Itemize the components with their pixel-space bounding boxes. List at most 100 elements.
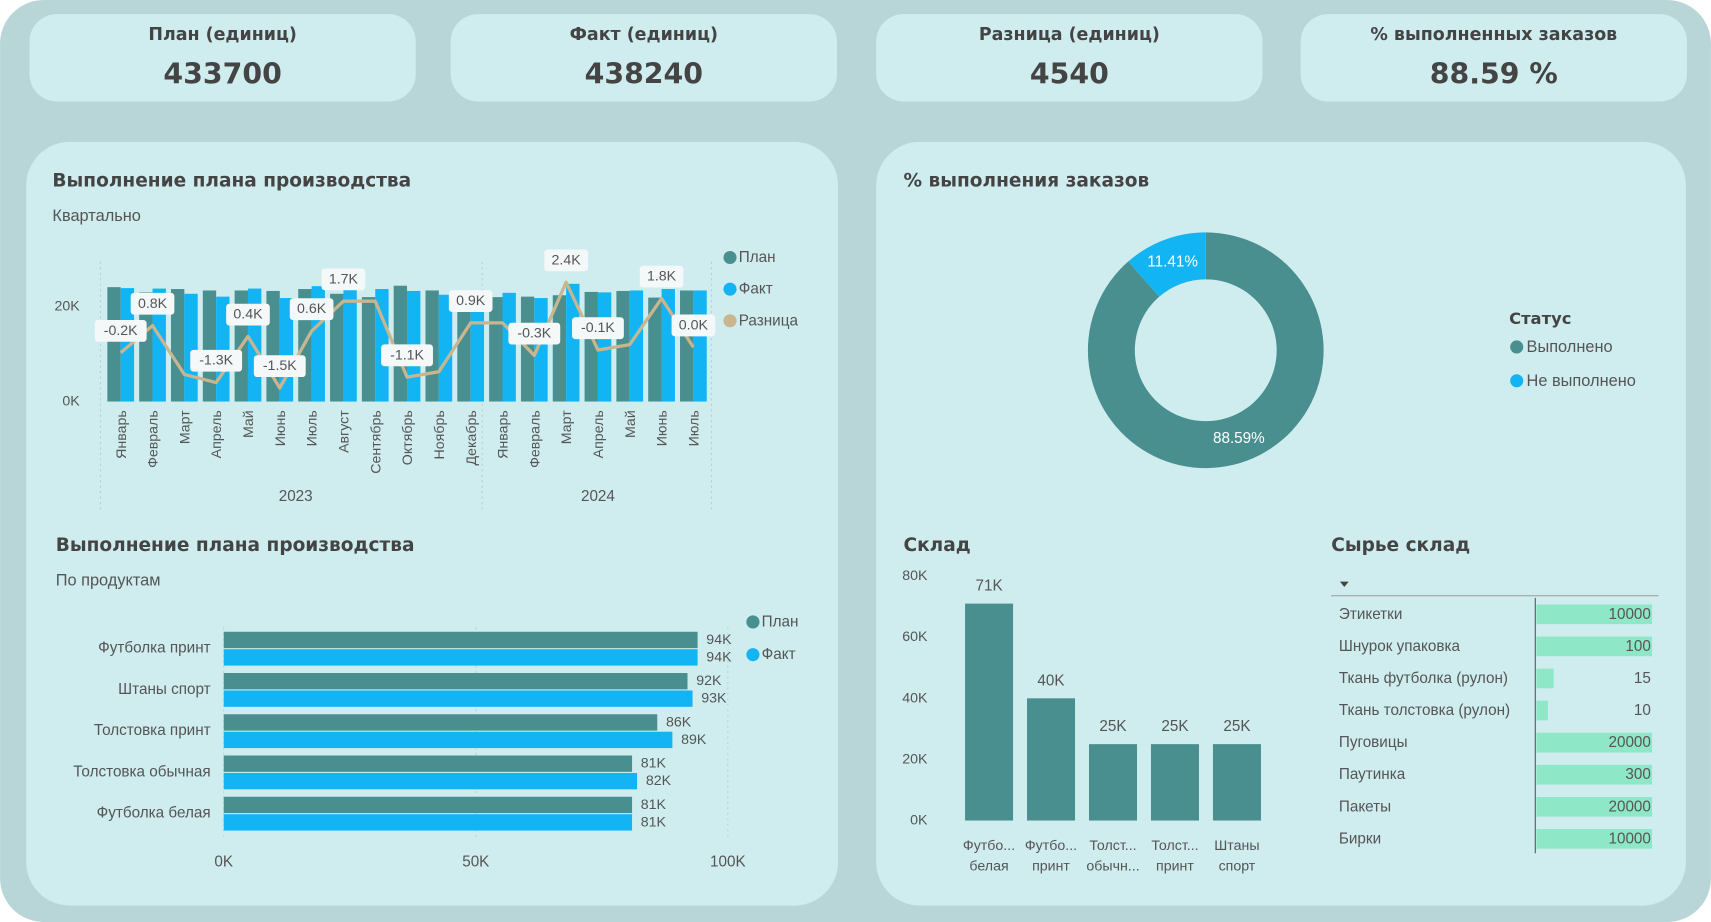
bar: [343, 285, 357, 402]
data-label: 0.9K: [456, 293, 486, 309]
donut-segment: [1128, 232, 1206, 297]
chart-title: Склад: [904, 535, 971, 556]
y-tick-label: Толстовка принт: [94, 722, 211, 739]
x-tick-label-box: Футбо... принт: [1024, 836, 1078, 874]
bar: [393, 285, 408, 402]
panel-right: [876, 141, 1686, 906]
data-bar: [1536, 732, 1653, 753]
legend-swatch: [723, 250, 737, 265]
bar: [223, 755, 633, 772]
kpi-value: 433700: [163, 58, 281, 91]
y-tick-label: 20K: [54, 299, 80, 315]
x-tick-label: Январь: [496, 410, 512, 459]
data-label: 25K: [1099, 718, 1127, 735]
chart-subtitle: По продуктам: [56, 571, 161, 589]
data-bar: [1536, 796, 1653, 817]
row-value: 20000: [1608, 734, 1650, 751]
kpi-card: [29, 14, 416, 102]
bar: [223, 631, 698, 649]
x-tick-label: Ноябрь: [432, 410, 448, 459]
row-label: Пуговицы: [1339, 734, 1408, 751]
x-tick-label: Июнь: [655, 410, 671, 446]
x-tick-label-box: Штаны спорт: [1214, 837, 1259, 874]
data-label-box: [572, 317, 624, 340]
data-label-box: [544, 249, 588, 272]
y-tick-label: Штаны спорт: [118, 681, 210, 698]
kpi-title: % выполненных заказов: [1370, 25, 1617, 45]
chart-subtitle: Квартально: [52, 207, 140, 225]
data-label-box: [226, 303, 270, 326]
bar: [152, 288, 166, 402]
data-label: 88.59%: [1213, 430, 1265, 447]
x-tick-label: Июль: [305, 410, 321, 446]
kpi-row: План (единиц) 433700 Факт (единиц) 438240 Ра…: [29, 14, 1687, 102]
data-label: 0.6K: [297, 301, 327, 317]
data-label: 93K: [701, 691, 727, 707]
data-label: 0.0K: [679, 317, 709, 333]
y-tick-label: 40K: [902, 690, 928, 706]
bar: [184, 293, 198, 402]
kpi-value: 438240: [585, 58, 703, 91]
x-tick-label-box: Толст... принт: [1151, 837, 1198, 874]
data-label: 0.8K: [138, 296, 168, 312]
row-label: Пакеты: [1339, 798, 1391, 815]
data-label-box: [190, 349, 243, 372]
data-label: -1.5K: [263, 358, 297, 374]
sort-icon[interactable]: [1339, 581, 1349, 588]
y-tick-label: 80K: [902, 568, 928, 584]
legend-label: Не выполнено: [1527, 372, 1636, 390]
x-tick-label: Футбо... белая: [962, 836, 1016, 874]
bar: [330, 293, 344, 402]
legend-label: Разница: [739, 312, 799, 329]
legend-label: Факт: [762, 646, 796, 663]
data-label: 86K: [666, 714, 692, 730]
x-tick-label: 100K: [710, 853, 746, 870]
data-label-box: [381, 344, 433, 367]
data-label: 94K: [706, 632, 732, 648]
chart-title: Выполнение плана производства: [56, 535, 415, 556]
legend-label: План: [739, 249, 776, 266]
x-tick-label: Октябрь: [400, 410, 416, 465]
bar: [661, 289, 675, 402]
row-value: 15: [1634, 670, 1651, 687]
data-label: 71K: [975, 578, 1003, 595]
x-tick-label: 0K: [214, 853, 233, 870]
row-label: Ткань футболка (рулон): [1339, 670, 1508, 687]
data-label-box: [508, 322, 561, 345]
bar: [1212, 744, 1261, 821]
bar: [223, 772, 638, 790]
row-label: Бирки: [1339, 830, 1381, 847]
data-label: -0.2K: [104, 323, 138, 339]
bar: [223, 714, 658, 731]
bar: [965, 603, 1014, 821]
y-tick-label: 0K: [62, 394, 80, 410]
data-label: 82K: [646, 773, 672, 789]
bar: [223, 690, 693, 707]
y-tick-label: 20K: [902, 751, 928, 767]
bar: [120, 288, 135, 402]
data-label: 1.7K: [329, 271, 359, 287]
bar: [361, 297, 376, 402]
bar: [170, 289, 185, 402]
data-label-box: [94, 319, 147, 342]
data-label: 81K: [641, 797, 667, 813]
line-series: [119, 280, 695, 390]
data-label: 40K: [1037, 672, 1065, 689]
x-tick-label: Футбо... принт: [1024, 836, 1078, 874]
chart-title: % выполнения заказов: [904, 171, 1150, 192]
data-label: 81K: [641, 756, 667, 772]
row-value: 10000: [1608, 830, 1650, 847]
kpi-title: Факт (единиц): [570, 25, 718, 45]
donut-chart: % выполнения заказов 88.59% 11.41% Статус Вы…: [904, 171, 1636, 469]
legend-label: Факт: [739, 281, 773, 298]
legend-swatch: [1510, 374, 1524, 388]
x-tick-label: Май: [623, 410, 639, 438]
data-label: -0.1K: [581, 320, 615, 336]
bar: [489, 297, 503, 402]
data-label-box: [321, 268, 366, 291]
data-label-box: [671, 314, 716, 337]
data-bar: [1536, 668, 1554, 689]
data-label-box: [289, 298, 334, 321]
